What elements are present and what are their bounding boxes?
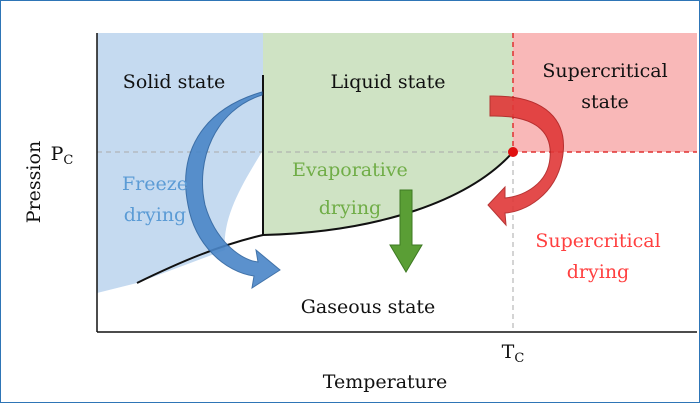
tc-symbol: T [502,341,515,363]
pc-subscript: C [63,153,73,168]
freeze-arrow [185,91,281,290]
y-axis-label: Pression [23,141,45,223]
solid-region [97,33,263,293]
method-label: drying [567,261,629,283]
pc-symbol: P [51,143,64,165]
method-label: Supercritical [535,230,660,252]
liquid-region [263,33,513,235]
region-label: Gaseous state [301,296,436,318]
method-label: Freeze [122,173,188,195]
region-label: Solid state [123,71,225,93]
pc-label: PC [51,143,74,168]
phase-curve [136,151,514,284]
evaporative-arrow [389,189,423,273]
method-label: drying [124,204,186,226]
tc-label: TC [502,341,525,366]
method-label: Evaporative [292,159,408,181]
region-label: state [581,91,629,113]
tc-subscript: C [514,351,524,366]
region-label: Supercritical [542,60,667,82]
method-label: drying [319,197,381,219]
supercritical-arrow [487,95,564,227]
x-axis-label: Temperature [323,371,447,393]
critical-point [508,147,518,157]
region-label: Liquid state [331,71,446,93]
